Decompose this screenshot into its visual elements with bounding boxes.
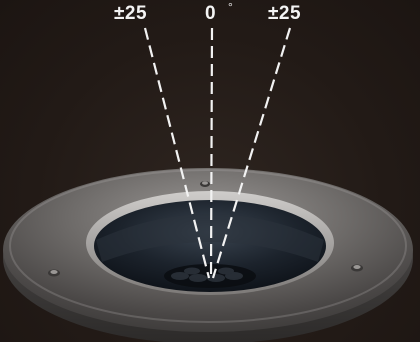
led-cluster [164, 264, 256, 288]
beam-line-right [211, 27, 292, 279]
beam-line-center [209, 27, 214, 279]
angle-label-right: ±25 [268, 3, 302, 24]
screw-left [48, 269, 60, 277]
beam-line-left [143, 27, 211, 279]
screw-top [200, 181, 210, 187]
beam-lines [143, 27, 292, 279]
screw-right [351, 264, 363, 272]
angle-label-left: ±25 [114, 3, 148, 24]
degree-symbol: ° [228, 0, 233, 14]
angle-label-center: 0 [205, 3, 217, 24]
